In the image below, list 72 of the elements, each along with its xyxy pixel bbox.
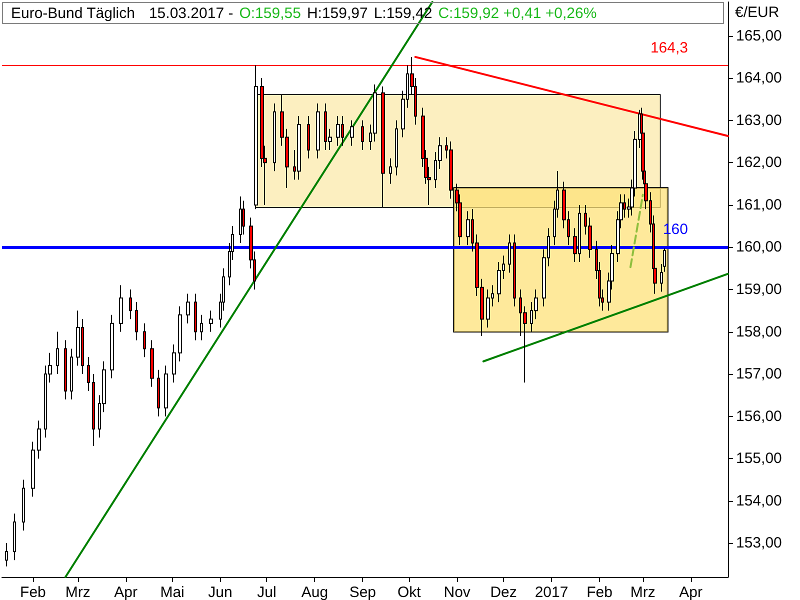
candlestick — [150, 340, 154, 388]
y-tick-label: 161,00 — [736, 196, 782, 214]
annotation: O:159,55 — [239, 5, 301, 22]
candlestick — [178, 306, 182, 362]
x-tick-label: Feb — [20, 584, 46, 600]
candlestick — [157, 369, 160, 417]
candlestick — [508, 234, 511, 274]
candlestick — [389, 158, 392, 184]
candlestick — [64, 340, 67, 400]
candlestick — [361, 120, 364, 150]
x-tick-label: Feb — [586, 584, 612, 600]
y-tick-label: 165,00 — [736, 27, 782, 44]
y-tick-label: 164,00 — [736, 70, 782, 87]
x-tick-label: Okt — [397, 584, 422, 600]
y-tick-label: 163,00 — [736, 112, 782, 129]
candlestick — [273, 102, 276, 172]
y-tick-label: 162,00 — [736, 154, 782, 172]
candlestick — [316, 102, 320, 159]
candlestick — [110, 314, 114, 379]
annotation: 15.03.2017 - — [148, 5, 234, 22]
candlestick — [513, 234, 516, 307]
candlestick — [87, 356, 90, 392]
x-tick-label: Mrz — [65, 584, 90, 600]
y-tick-label: 157,00 — [736, 366, 782, 383]
candlestick — [119, 284, 123, 332]
y-tick-label: 156,00 — [736, 408, 782, 425]
candlestick — [129, 289, 132, 320]
candlestick — [37, 420, 41, 460]
candlestick — [395, 120, 398, 176]
x-tick-label: Jul — [257, 584, 276, 600]
annotation: C:159,92 +0,41 +0,26% — [438, 5, 597, 22]
y-axis-title: €/EUR — [735, 4, 780, 21]
candlestick — [22, 479, 25, 531]
x-tick-label: Mai — [160, 584, 184, 600]
candlestick — [486, 289, 490, 328]
x-tick-label: Aug — [301, 584, 328, 600]
candlestick — [92, 374, 95, 446]
ref-line-label: 164,3 — [650, 39, 688, 56]
candlestick — [239, 196, 242, 244]
candlestick — [143, 322, 146, 358]
y-tick-label: 159,00 — [736, 281, 782, 298]
candlestick — [172, 344, 176, 384]
x-tick-label: Jun — [208, 584, 232, 600]
x-tick-label: Dez — [490, 584, 517, 600]
candlestick — [70, 348, 73, 400]
candlestick — [5, 542, 8, 567]
x-tick-label: 2017 — [534, 584, 568, 600]
candlestick — [200, 314, 203, 341]
candlestick — [336, 116, 340, 146]
candlestick — [350, 120, 354, 146]
candlestick — [194, 293, 197, 341]
candlestick — [307, 116, 310, 159]
candlestick — [135, 302, 138, 341]
x-tick-label: Apr — [114, 584, 138, 600]
chart-title: Euro-Bund Täglich — [11, 5, 135, 22]
y-tick-label: 158,00 — [736, 323, 782, 340]
candlestick — [31, 441, 35, 498]
x-tick-label: Sep — [349, 584, 376, 600]
candlestick — [186, 293, 190, 324]
y-tick-label: 153,00 — [736, 534, 782, 552]
x-tick-label: Mrz — [630, 584, 656, 600]
annotation: H:159,97 — [306, 5, 368, 22]
x-tick-label: Apr — [679, 584, 703, 600]
y-tick-label: 160,00 — [736, 238, 782, 256]
x-tick-label: Nov — [444, 584, 471, 600]
candlestick — [209, 310, 213, 332]
y-tick-label: 155,00 — [736, 450, 782, 468]
candlestick — [164, 365, 168, 417]
candlestick — [13, 513, 16, 561]
y-tick-label: 154,00 — [736, 492, 782, 510]
candlestick — [297, 116, 301, 180]
candlestick — [56, 331, 59, 375]
